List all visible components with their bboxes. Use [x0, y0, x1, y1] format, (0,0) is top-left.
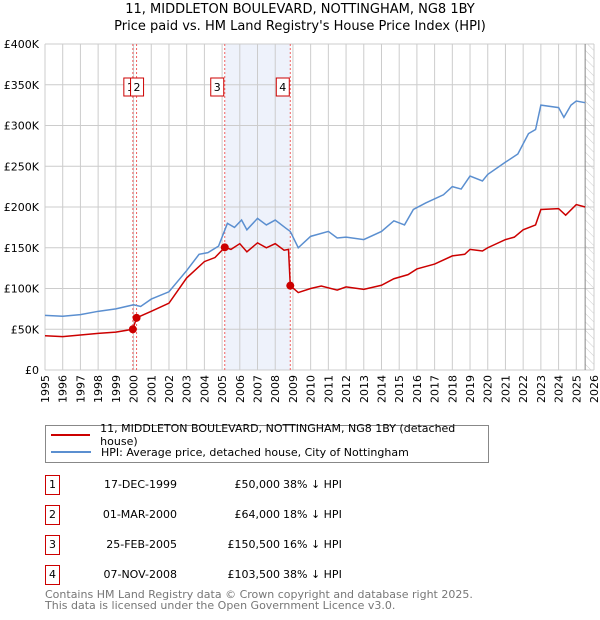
legend-swatch — [51, 434, 91, 436]
footer-line: Contains HM Land Registry data © Crown c… — [45, 588, 473, 601]
sale-label: 2 — [134, 81, 141, 94]
legend: 11, MIDDLETON BOULEVARD, NOTTINGHAM, NG8… — [45, 422, 489, 463]
chart-subtitle: Price paid vs. HM Land Registry's House … — [114, 19, 486, 34]
x-tick-label: 2019 — [464, 375, 477, 403]
x-tick-label: 2025 — [570, 375, 583, 403]
x-tick-label: 2013 — [358, 375, 371, 403]
sale-marker — [286, 281, 295, 290]
x-tick-label: 2021 — [499, 375, 512, 403]
sale-date: 17-DEC-1999 — [103, 478, 177, 491]
sale-label: 4 — [279, 81, 286, 94]
x-tick-label: 2002 — [163, 375, 176, 403]
footer-line: This data is licensed under the Open Gov… — [45, 599, 396, 612]
x-tick-label: 2012 — [340, 375, 353, 403]
x-tick-label: 2011 — [322, 375, 335, 403]
y-tick-label: £350K — [4, 79, 40, 92]
sale-row: 4 07-NOV-2008 £103,500 38% ↓ HPI — [45, 565, 495, 585]
x-tick-label: 2014 — [375, 375, 388, 403]
sale-price: £150,500 — [227, 538, 281, 551]
x-tick-label: 2026 — [588, 375, 600, 403]
x-tick-label: 2017 — [429, 375, 442, 403]
x-tick-label: 2023 — [535, 375, 548, 403]
x-tick-label: 2004 — [198, 375, 211, 403]
x-tick-label: 2007 — [252, 375, 265, 403]
property-line — [44, 203, 586, 338]
sale-marker — [128, 325, 137, 334]
x-tick-label: 1996 — [57, 375, 70, 403]
sale-marker — [220, 243, 229, 252]
x-tick-label: 2020 — [482, 375, 495, 403]
x-tick-label: 2000 — [128, 375, 141, 403]
sale-row: 3 25-FEB-2005 £150,500 16% ↓ HPI — [45, 535, 495, 555]
y-tick-label: £300K — [4, 120, 40, 133]
x-tick-label: 1998 — [92, 375, 105, 403]
chart-title: 11, MIDDLETON BOULEVARD, NOTTINGHAM, NG8… — [125, 2, 475, 17]
sale-row: 1 17-DEC-1999 £50,000 38% ↓ HPI — [45, 475, 495, 495]
sale-price: £64,000 — [234, 508, 281, 521]
legend-label: 11, MIDDLETON BOULEVARD, NOTTINGHAM, NG8… — [100, 422, 456, 448]
y-tick-label: £250K — [4, 160, 40, 173]
x-tick-label: 2008 — [269, 375, 282, 403]
sale-row: 2 01-MAR-2000 £64,000 18% ↓ HPI — [45, 505, 495, 525]
sale-date: 01-MAR-2000 — [102, 508, 177, 521]
x-tick-label: 2006 — [234, 375, 247, 403]
legend-item-property: 11, MIDDLETON BOULEVARD, NOTTINGHAM, NG8… — [46, 422, 488, 448]
sale-number: 4 — [45, 565, 60, 585]
x-tick-label: 2001 — [145, 375, 158, 403]
sale-date: 25-FEB-2005 — [106, 538, 177, 551]
sale-price: £103,500 — [227, 568, 281, 581]
x-tick-label: 2005 — [216, 375, 229, 403]
sale-marker — [132, 313, 141, 322]
sale-hpi-diff: 38% ↓ HPI — [283, 568, 342, 581]
sale-number: 1 — [45, 475, 60, 495]
x-tick-label: 1999 — [110, 375, 123, 403]
hpi-line — [44, 100, 586, 317]
x-tick-label: 2003 — [181, 375, 194, 403]
x-tick-label: 1995 — [39, 375, 52, 403]
sale-label-box — [275, 77, 290, 97]
sale-number: 3 — [45, 535, 60, 555]
x-tick-label: 2016 — [411, 375, 424, 403]
x-tick-label: 2024 — [553, 375, 566, 403]
y-tick-label: £100K — [4, 283, 40, 296]
legend-label: HPI: Average price, detached house, City… — [101, 445, 409, 459]
sale-date: 07-NOV-2008 — [103, 568, 177, 581]
y-tick-label: £0 — [25, 364, 39, 377]
sale-hpi-diff: 38% ↓ HPI — [283, 478, 342, 491]
x-tick-label: 2022 — [517, 375, 530, 403]
y-tick-label: £200K — [4, 201, 40, 214]
sale-hpi-diff: 18% ↓ HPI — [283, 508, 342, 521]
x-tick-label: 2009 — [287, 375, 300, 403]
x-tick-label: 2010 — [305, 375, 318, 403]
legend-swatch — [51, 451, 91, 453]
y-tick-label: £50K — [11, 323, 40, 336]
sale-label: 3 — [214, 81, 221, 94]
y-tick-label: £400K — [4, 38, 40, 51]
legend-item-hpi: HPI: Average price, detached house, City… — [46, 444, 409, 460]
y-tick-label: £150K — [4, 242, 40, 255]
sale-number: 2 — [45, 505, 60, 525]
footer: Contains HM Land Registry data © Crown c… — [45, 589, 473, 611]
x-tick-label: 1997 — [74, 375, 87, 403]
sale-label-box — [130, 77, 145, 97]
x-tick-label: 2015 — [393, 375, 406, 403]
sale-label-box — [210, 77, 225, 97]
sale-price: £50,000 — [234, 478, 281, 491]
x-tick-label: 2018 — [446, 375, 459, 403]
sale-hpi-diff: 16% ↓ HPI — [283, 538, 342, 551]
price-chart: 1995 1996 1997 1998 1999 2000 2001 2002 2003 2004… — [4, 38, 600, 403]
